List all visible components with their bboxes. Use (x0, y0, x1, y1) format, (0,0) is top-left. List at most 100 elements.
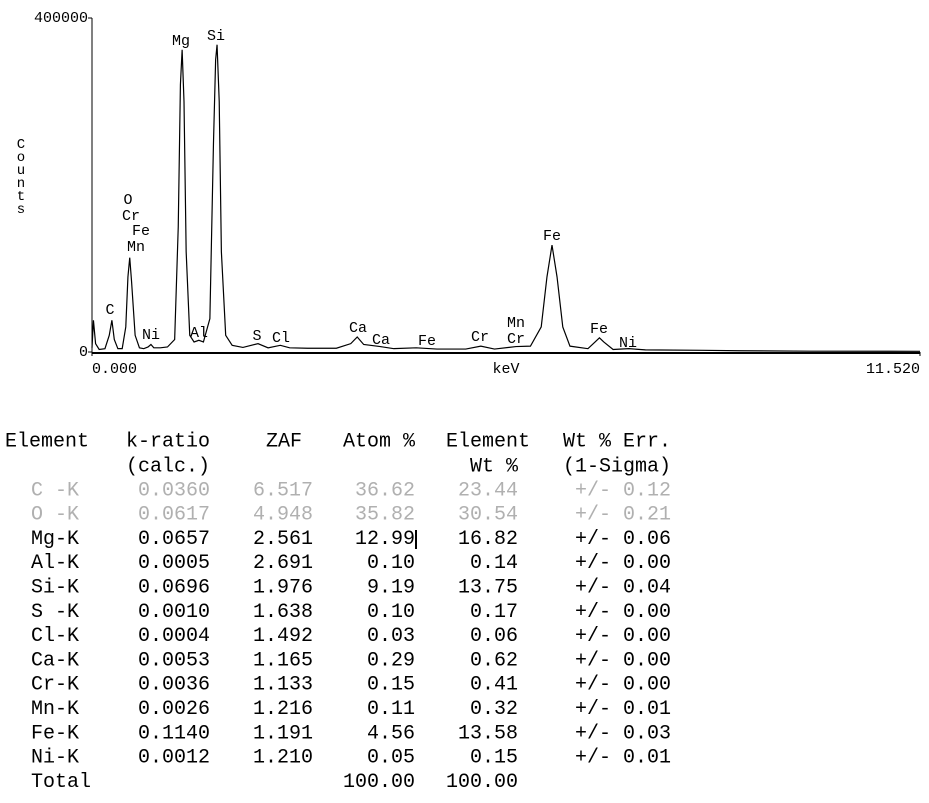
table-cell: 30.54 (458, 504, 518, 527)
table-cell: 2.691 (253, 552, 313, 575)
table-total: 100.00 (343, 771, 415, 794)
table-cell: 0.62 (470, 649, 518, 672)
table-cell: 0.0012 (138, 747, 210, 770)
peak-label: Fe (132, 223, 150, 240)
table-cell: 0.0696 (138, 576, 210, 599)
table-cell: 0.11 (367, 698, 415, 721)
table-cell: +/- 0.21 (575, 504, 671, 527)
peak-label: S (252, 328, 261, 345)
table-header: k-ratio (126, 430, 210, 453)
table-cell: Fe-K (31, 722, 79, 745)
table-cell: 0.0036 (138, 674, 210, 697)
table-cell: 1.492 (253, 625, 313, 648)
table-header: (calc.) (126, 455, 210, 478)
peak-label: Al (190, 325, 208, 342)
peak-label: Si (207, 28, 225, 45)
table-header: Element (5, 430, 89, 453)
peak-label: Mg (172, 33, 190, 50)
table-cell: 0.0657 (138, 528, 210, 551)
table-cell: 35.82 (355, 504, 415, 527)
table-cell: 1.976 (253, 576, 313, 599)
table-cell: 0.1140 (138, 722, 210, 745)
peak-label: Ca (349, 320, 367, 337)
table-total: Total (31, 771, 91, 794)
peak-label: Ni (619, 335, 637, 352)
table-cell: 6.517 (253, 479, 313, 502)
peak-label: Ca (372, 332, 390, 349)
table-cell: Cr-K (31, 674, 79, 697)
table-header: Wt % (470, 455, 519, 478)
table-cell: Al-K (31, 552, 79, 575)
table-cell: 1.191 (253, 722, 313, 745)
peak-label: Cr (122, 208, 140, 225)
table-cell: Si-K (31, 576, 79, 599)
table-cell: 0.05 (367, 747, 415, 770)
table-cell: 0.17 (470, 601, 518, 624)
table-cell: +/- 0.03 (575, 722, 671, 745)
table-cell: 0.0005 (138, 552, 210, 575)
table-cell: 0.0360 (138, 479, 210, 502)
y-axis-label: Counts (13, 137, 29, 215)
table-cell: 0.0026 (138, 698, 210, 721)
peak-label: Cl (272, 330, 290, 347)
peak-label: C (105, 302, 114, 319)
table-header: Atom % (343, 430, 416, 453)
peak-label: Fe (590, 321, 608, 338)
table-cell: 0.41 (470, 674, 518, 697)
y-tick-label: 400000 (34, 10, 88, 27)
table-cell: 1.210 (253, 747, 313, 770)
table-cell: 0.10 (367, 552, 415, 575)
peak-label: Fe (418, 333, 436, 350)
table-cell: 23.44 (458, 479, 518, 502)
table-cell: Ni-K (31, 747, 79, 770)
table-cell: C -K (31, 479, 79, 502)
table-cell: +/- 0.00 (575, 674, 671, 697)
peak-label: Mn (507, 315, 525, 332)
table-cell: +/- 0.06 (575, 528, 671, 551)
table-cell: 13.58 (458, 722, 518, 745)
table-cell: 16.82 (458, 528, 518, 551)
table-header: (1-Sigma) (563, 455, 671, 478)
table-cell: 1.133 (253, 674, 313, 697)
peak-label: Ni (142, 327, 160, 344)
x-tick-label: 0.000 (92, 361, 137, 378)
table-cell: +/- 0.01 (575, 698, 671, 721)
table-cell: 0.0010 (138, 601, 210, 624)
table-cell: 0.15 (367, 674, 415, 697)
table-total: 100.00 (446, 771, 518, 794)
table-cell: Cl-K (31, 625, 79, 648)
peak-label: Mn (127, 239, 145, 256)
table-cell: 0.14 (470, 552, 518, 575)
table-cell: 0.0053 (138, 649, 210, 672)
table-cell: 0.15 (470, 747, 518, 770)
table-cell: 1.165 (253, 649, 313, 672)
x-axis-label: keV (492, 361, 519, 378)
table-cell: +/- 0.00 (575, 601, 671, 624)
y-tick-label: 0 (79, 344, 88, 361)
table-cell: O -K (31, 504, 79, 527)
x-tick-label: 11.520 (866, 361, 920, 378)
table-cell: +/- 0.04 (575, 576, 671, 599)
table-cell: +/- 0.12 (575, 479, 671, 502)
table-cell: 0.10 (367, 601, 415, 624)
table-cell: 12.99 (355, 528, 415, 551)
spectrum (91, 44, 921, 352)
peak-label: Cr (471, 329, 489, 346)
table-cell: 36.62 (355, 479, 415, 502)
table-cell: 9.19 (367, 576, 415, 599)
peak-label: Cr (507, 331, 525, 348)
table-cell: +/- 0.00 (575, 649, 671, 672)
peak-label: O (123, 192, 132, 209)
table-cell: 0.29 (367, 649, 415, 672)
table-cell: 0.06 (470, 625, 518, 648)
table-header: Element (446, 430, 530, 453)
table-cell: 4.948 (253, 504, 313, 527)
table-cell: 0.03 (367, 625, 415, 648)
table-cell: 0.32 (470, 698, 518, 721)
table-cell: Mg-K (31, 528, 79, 551)
table-cell: Mn-K (31, 698, 79, 721)
table-cell: 1.216 (253, 698, 313, 721)
table-cell: 4.56 (367, 722, 415, 745)
